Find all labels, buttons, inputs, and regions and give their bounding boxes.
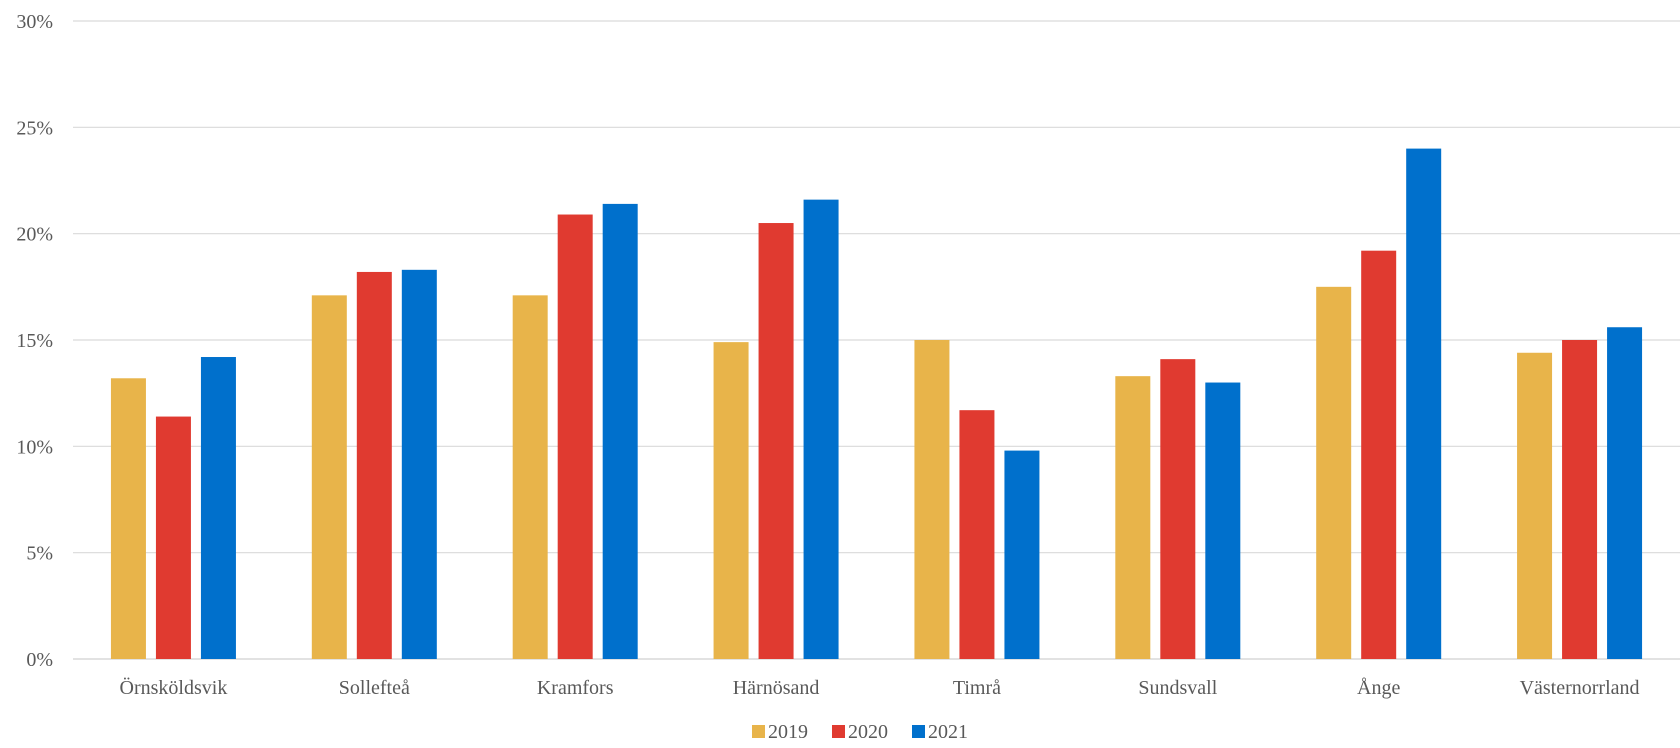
y-axis-tick-labels: 0% 5% 10% 15% 20% 25% 30% [16, 11, 53, 671]
x-category-label: Sollefteå [339, 677, 410, 699]
bar-2020-3 [758, 223, 794, 660]
y-tick-label: 10% [16, 436, 53, 458]
x-category-label: Timrå [953, 677, 1001, 699]
x-category-label: Härnösand [733, 677, 820, 699]
bar-2020-7 [1562, 340, 1598, 659]
y-tick-label: 25% [16, 117, 53, 139]
bar-2021-1 [401, 269, 437, 659]
legend-swatch-2019 [752, 725, 765, 738]
bar-2019-5 [1115, 376, 1151, 659]
bar-2019-2 [512, 295, 548, 659]
bar-2021-6 [1406, 148, 1442, 659]
bar-2020-4 [959, 410, 995, 659]
bar-2019-3 [713, 342, 749, 659]
legend-swatch-2020 [832, 725, 845, 738]
x-category-label: Västernorrland [1520, 677, 1640, 699]
x-category-label: Sundsvall [1138, 677, 1217, 699]
bar-2019-6 [1316, 286, 1352, 659]
bar-2021-2 [602, 203, 638, 660]
y-tick-label: 30% [16, 11, 53, 33]
x-category-label: Kramfors [537, 677, 614, 699]
bar-2019-4 [914, 340, 950, 659]
legend: 2019 2020 2021 [752, 721, 968, 743]
x-axis-category-labels: Örnsköldsvik Sollefteå Kramfors Härnösand Ti… [120, 676, 1640, 699]
bar-2021-4 [1004, 450, 1040, 659]
bar-2020-2 [557, 214, 593, 659]
bar-2020-5 [1160, 359, 1196, 659]
bar-2021-5 [1205, 382, 1241, 659]
bar-2021-0 [200, 357, 236, 659]
bar-2021-7 [1607, 327, 1643, 659]
bar-2019-7 [1517, 352, 1553, 659]
bar-2020-0 [155, 416, 191, 659]
legend-swatch-2021 [912, 725, 925, 738]
bar-2020-1 [356, 271, 392, 659]
y-tick-label: 20% [16, 224, 53, 246]
bar-2020-6 [1361, 250, 1397, 659]
bar-2019-0 [110, 378, 146, 659]
legend-label-2021: 2021 [928, 721, 968, 743]
bar-2019-1 [311, 295, 347, 659]
legend-label-2019: 2019 [768, 721, 808, 743]
legend-label-2020: 2020 [848, 721, 888, 743]
bars [110, 148, 1643, 660]
bar-2021-3 [803, 199, 839, 659]
x-category-label: Ånge [1357, 677, 1400, 699]
y-tick-label: 5% [26, 543, 53, 565]
y-tick-label: 15% [16, 330, 53, 352]
y-tick-label: 0% [26, 649, 53, 671]
x-category-label: Örnsköldsvik [120, 676, 228, 699]
